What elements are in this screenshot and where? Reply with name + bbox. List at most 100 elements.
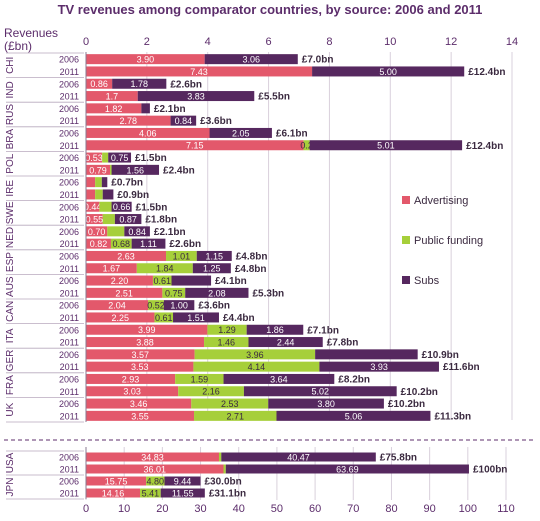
year-label: 2006 [59, 477, 79, 487]
total-label: £7.1bn [307, 325, 339, 336]
year-label: 2011 [60, 116, 79, 126]
bar-segment [164, 476, 201, 486]
segment-value-label: 0.82 [90, 239, 108, 249]
year-label: 2011 [60, 362, 79, 372]
country-label: BRA [5, 128, 16, 149]
bar-segment [175, 373, 224, 384]
bar-segment [194, 410, 277, 421]
bar-segment [112, 78, 167, 89]
bar-segment [131, 238, 166, 249]
year-label: 2006 [59, 202, 79, 212]
bar-segment [86, 115, 171, 126]
segment-value-label: 2.53 [221, 399, 239, 409]
total-label: £12.4bn [466, 141, 503, 152]
segment-value-label: 2.78 [120, 116, 138, 126]
bar-segment [268, 398, 384, 409]
bar-segment [86, 103, 142, 114]
bar-segment [141, 103, 150, 114]
bar-segment [163, 300, 195, 311]
bar-segment [86, 337, 205, 348]
bar-segment [312, 66, 465, 77]
country-label: RUS [5, 104, 16, 125]
bar-segment [86, 361, 194, 372]
total-label: £31.1bn [209, 489, 246, 500]
total-label: £30.0bn [205, 477, 242, 488]
bar-segment [114, 214, 142, 225]
bar-segment [315, 349, 418, 360]
bar-segment [86, 66, 313, 77]
bar-segment [303, 140, 310, 151]
bar-segment [102, 214, 115, 225]
year-label: 2011 [60, 92, 79, 102]
bar-segment [86, 410, 195, 421]
segment-value-label: 5.01 [377, 141, 395, 151]
country-label: CHI [5, 57, 16, 74]
segment-value-label: 3.46 [130, 399, 148, 409]
bar-segment [101, 177, 108, 188]
x-tick-label: 40 [233, 503, 245, 515]
year-label: 2006 [59, 325, 79, 335]
segment-value-label: 2.63 [117, 251, 135, 261]
segment-value-label: 2.93 [122, 374, 140, 384]
bar-segment [86, 214, 103, 225]
year-label: 2011 [60, 190, 79, 200]
bar-segment [86, 201, 100, 212]
bar-segment [86, 250, 167, 261]
year-label: 2011 [60, 264, 79, 274]
x-tick-label: 30 [194, 503, 206, 515]
bar-segment [221, 452, 376, 462]
x-tick-label: 50 [271, 503, 283, 515]
year-label: 2011 [60, 387, 79, 397]
bar-segment [207, 324, 247, 335]
segment-value-label: 1.86 [266, 325, 284, 335]
segment-value-label: 2.16 [202, 387, 220, 397]
segment-value-label: 4.80 [147, 476, 165, 486]
country-label: ESP [5, 252, 16, 272]
legend-label: Public funding [414, 235, 483, 247]
segment-value-label: 3.93 [370, 362, 388, 372]
total-label: £7.0bn [302, 55, 334, 66]
bar-segment [86, 300, 149, 311]
segment-value-label: 0.44 [84, 202, 102, 212]
bar-segment [173, 312, 219, 323]
bar-segment [86, 189, 96, 200]
segment-value-label: 2.20 [111, 276, 129, 286]
legend-label: Subs [414, 275, 440, 287]
total-label: £4.8bn [235, 264, 267, 275]
country-label: NED [5, 227, 16, 248]
segment-value-label: 0.87 [119, 214, 137, 224]
total-label: £10.2bn [401, 387, 438, 398]
country-label: IRE [5, 180, 16, 197]
year-label: 2006 [59, 276, 79, 286]
country-label: GER [5, 350, 16, 372]
bar-segment [140, 488, 161, 498]
total-label: £10.9bn [422, 350, 459, 361]
segment-value-label: 3.64 [270, 374, 288, 384]
bar-segment [95, 177, 102, 188]
total-label: £2.1bn [154, 227, 186, 238]
bar-segment [194, 349, 316, 360]
segment-value-label: 0.68 [113, 239, 131, 249]
legend-label: Advertising [414, 195, 468, 207]
bar-segment [204, 54, 298, 65]
x-tick-label: 20 [156, 503, 168, 515]
bar-segment [204, 337, 249, 348]
total-label: £4.4bn [223, 313, 255, 324]
x-tick-label: 90 [424, 503, 436, 515]
year-label: 2006 [59, 79, 79, 89]
total-label: £3.6bn [200, 116, 232, 127]
segment-value-label: 1.29 [218, 325, 236, 335]
total-label: £4.8bn [236, 251, 268, 262]
total-label: £75.8bn [380, 453, 417, 464]
chart-title: TV revenues among comparator countries, … [57, 2, 483, 17]
bar-segment [193, 361, 320, 372]
segment-value-label: 3.53 [131, 362, 149, 372]
bar-segment [86, 152, 103, 163]
segment-value-label: 3.06 [242, 55, 260, 65]
country-label: AUS [5, 276, 16, 297]
segment-value-label: 0.61 [153, 276, 171, 286]
total-label: £6.1bn [276, 128, 308, 139]
y-axis-title-line2: (£bn) [4, 39, 32, 53]
bar-segment [86, 140, 304, 151]
